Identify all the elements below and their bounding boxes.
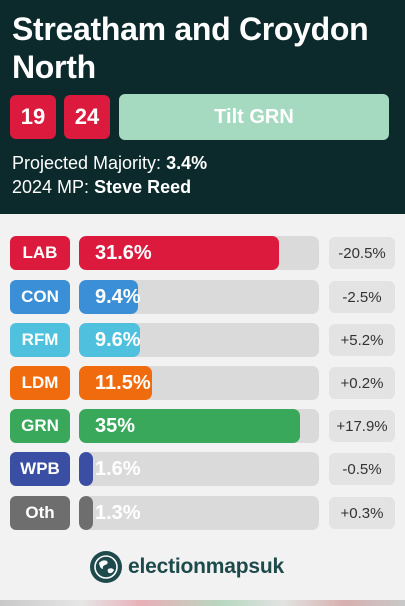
- vote-bar-fill: [79, 496, 93, 530]
- vote-bar-fill: [79, 323, 140, 357]
- vote-bar-track: [79, 452, 319, 486]
- seat-badge-19: 19: [10, 95, 56, 139]
- party-row-con: CON 9.4% -2.5%: [10, 280, 395, 314]
- vote-bar-track: [79, 496, 319, 530]
- party-row-wpb: WPB 1.6% -0.5%: [10, 452, 395, 486]
- vote-change: +5.2%: [329, 324, 395, 356]
- vote-bar-fill: [79, 409, 300, 443]
- vote-bar-track: [79, 323, 319, 357]
- vote-share: 31.6%: [95, 242, 152, 264]
- electionmapsuk-logo: electionmapsuk: [90, 550, 284, 584]
- vote-bar-fill: [79, 366, 152, 400]
- card-header: Streatham and Croydon North 19 24 Tilt G…: [0, 0, 405, 214]
- tilt-badge: Tilt GRN: [119, 94, 389, 140]
- mp-label: 2024 MP:: [12, 177, 90, 197]
- map-strip: [0, 600, 405, 606]
- projected-majority: Projected Majority: 3.4%: [12, 152, 207, 174]
- vote-change: -0.5%: [329, 453, 395, 485]
- vote-share: 1.6%: [95, 458, 141, 480]
- logo-text: electionmapsuk: [128, 555, 284, 578]
- vote-bar-track: [79, 409, 319, 443]
- vote-change: -20.5%: [329, 237, 395, 269]
- vote-change: +0.3%: [329, 497, 395, 529]
- vote-share: 11.5%: [95, 372, 151, 394]
- vote-share: 1.3%: [95, 502, 141, 524]
- constituency-title: Streatham and Croydon North: [12, 11, 369, 85]
- party-badge: GRN: [10, 409, 70, 443]
- vote-bar-track: [79, 236, 319, 270]
- party-row-ldm: LDM 11.5% +0.2%: [10, 366, 395, 400]
- vote-change: +0.2%: [329, 367, 395, 399]
- majority-label: Projected Majority:: [12, 153, 162, 173]
- party-badge: Oth: [10, 496, 70, 530]
- majority-value: 3.4%: [166, 153, 208, 173]
- vote-bar-track: [79, 280, 319, 314]
- party-badge: LAB: [10, 236, 70, 270]
- vote-share: 9.4%: [95, 286, 141, 308]
- party-badge: WPB: [10, 452, 70, 486]
- vote-change: +17.9%: [329, 410, 395, 442]
- party-badge: LDM: [10, 366, 70, 400]
- vote-bar-fill: [79, 452, 93, 486]
- mp-name: Steve Reed: [94, 177, 192, 197]
- vote-share: 9.6%: [95, 329, 141, 351]
- party-row-lab: LAB 31.6% -20.5%: [10, 236, 395, 270]
- party-badge: CON: [10, 280, 70, 314]
- vote-bar-fill: [79, 280, 138, 314]
- globe-icon: [90, 551, 122, 583]
- vote-bar-fill: [79, 236, 279, 270]
- vote-share: 35%: [95, 415, 136, 437]
- vote-change: -2.5%: [329, 281, 395, 313]
- party-badge: RFM: [10, 323, 70, 357]
- vote-bar-track: [79, 366, 319, 400]
- party-row-grn: GRN 35% +17.9%: [10, 409, 395, 443]
- mp-info: 2024 MP: Steve Reed: [12, 176, 191, 198]
- seat-badge-24: 24: [64, 95, 110, 139]
- party-row-oth: Oth 1.3% +0.3%: [10, 496, 395, 530]
- party-row-rfm: RFM 9.6% +5.2%: [10, 323, 395, 357]
